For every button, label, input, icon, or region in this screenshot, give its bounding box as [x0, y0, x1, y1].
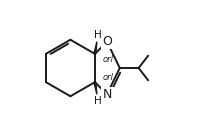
Text: H: H [94, 30, 101, 40]
Text: O: O [103, 35, 113, 48]
Text: H: H [94, 96, 101, 106]
Text: orl: orl [102, 55, 113, 64]
Text: N: N [103, 88, 112, 101]
Text: orl: orl [102, 73, 113, 82]
Polygon shape [94, 82, 97, 94]
Polygon shape [94, 42, 97, 54]
